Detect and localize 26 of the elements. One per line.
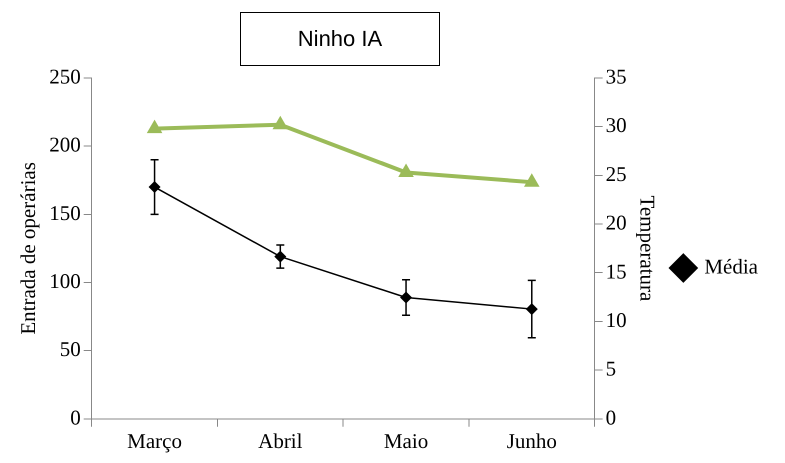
point: [398, 163, 414, 177]
y-tick-label: 250: [49, 64, 81, 89]
y2-tick-label: 25: [606, 162, 627, 186]
y-tick-label: 150: [49, 200, 81, 225]
y2-tick-label: 5: [606, 356, 616, 381]
x-tick-label: Junho: [506, 428, 557, 453]
y-tick-label: 200: [49, 132, 81, 157]
y-tick-label: 50: [60, 337, 81, 362]
y2-tick-label: 35: [606, 64, 627, 89]
y2-tick-label: 15: [606, 259, 627, 284]
y2-tick-label: 0: [606, 405, 616, 430]
x-tick-label: Março: [127, 428, 182, 453]
y2-tick-label: 30: [606, 113, 627, 138]
y2-tick-label: 20: [606, 210, 627, 235]
y2-axis-title: Temperatura: [636, 195, 660, 302]
y-tick-label: 100: [49, 268, 81, 293]
y-tick-label: 0: [70, 405, 81, 430]
y-axis-title: Entrada de operárias: [16, 162, 40, 335]
legend-label: Média: [704, 254, 759, 279]
point: [146, 120, 162, 134]
y2-tick-label: 10: [606, 308, 627, 332]
point: [272, 116, 288, 130]
x-tick-label: Maio: [384, 428, 428, 453]
x-tick-label: Abril: [258, 428, 303, 453]
point: [524, 173, 540, 187]
chart-title: Ninho IA: [240, 12, 440, 66]
